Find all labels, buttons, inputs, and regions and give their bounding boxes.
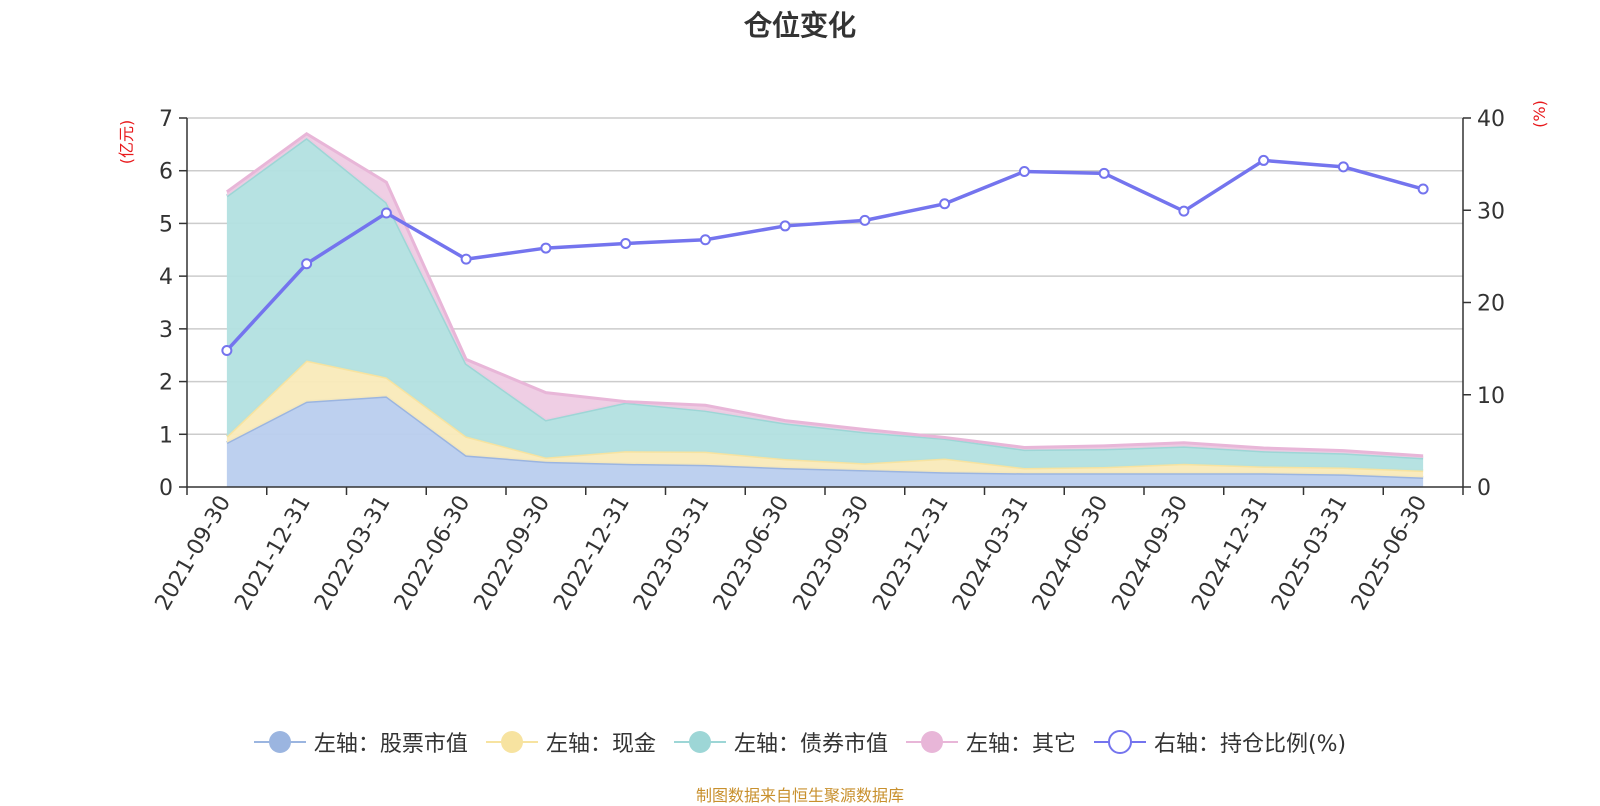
axes [179, 117, 1471, 495]
line-point [221, 344, 233, 356]
x-tick-label: 2024-09-30 [1107, 492, 1193, 615]
left-tick-label: 5 [159, 212, 173, 237]
left-tick-label: 7 [159, 107, 173, 132]
area-3 [226, 133, 1424, 459]
area-1 [226, 360, 1424, 478]
left-tick-label: 1 [159, 423, 173, 448]
line-point [380, 207, 392, 219]
line-point [540, 242, 552, 254]
legend-label: 左轴：其它 [965, 732, 1076, 757]
x-tick-label: 2024-12-31 [1187, 492, 1273, 615]
legend-ring-marker-icon [1093, 730, 1146, 754]
source-footer: 制图数据来自恒生聚源数据库 [695, 786, 904, 805]
legend-dot-marker-icon [485, 731, 538, 753]
legend-item[interactable]: 左轴：现金 [485, 726, 656, 758]
legend-label: 左轴：股票市值 [313, 732, 468, 757]
x-tick-label: 2023-03-31 [629, 492, 715, 615]
line-point [1417, 183, 1429, 195]
legend: 左轴：股票市值 左轴：现金 左轴：债券市值 左轴：其它 右轴：持仓比例(%) [0, 722, 1600, 762]
legend-item[interactable]: 左轴：其它 [905, 726, 1076, 758]
right-tick-label: 10 [1477, 384, 1505, 409]
x-tick-label: 2022-06-30 [390, 492, 476, 615]
legend-item[interactable]: 左轴：债券市值 [673, 726, 888, 758]
line-series [221, 154, 1429, 356]
area-0 [226, 396, 1424, 487]
chart: 012345670102030402021-09-302021-12-31202… [117, 100, 1549, 615]
legend-dot-marker-icon [905, 731, 958, 753]
chart-title: 仓位变化 [743, 9, 856, 42]
x-tick-label: 2025-06-30 [1347, 492, 1433, 615]
x-tick-label: 2022-03-31 [310, 492, 396, 615]
x-tick-label: 2021-12-31 [230, 492, 316, 615]
right-axis-unit: (%) [1530, 100, 1549, 128]
line-point [1178, 205, 1190, 217]
left-tick-label: 4 [159, 265, 173, 290]
line-series-path [225, 158, 1424, 352]
x-tick-label: 2024-03-31 [948, 492, 1034, 615]
line-point [699, 234, 711, 246]
left-tick-label: 2 [159, 371, 173, 396]
line-point [460, 253, 472, 265]
line-point [1258, 154, 1270, 166]
right-tick-label: 20 [1477, 292, 1505, 317]
line-point [859, 214, 871, 226]
right-tick-label: 30 [1477, 199, 1505, 224]
left-tick-label: 6 [159, 160, 173, 185]
x-tick-label: 2025-03-31 [1267, 492, 1353, 615]
legend-item[interactable]: 右轴：持仓比例(%) [1093, 726, 1347, 758]
line-point [1098, 167, 1110, 179]
legend-item[interactable]: 左轴：股票市值 [253, 726, 468, 758]
x-tick-label: 2022-09-30 [469, 492, 555, 615]
legend-label: 左轴：现金 [545, 732, 656, 757]
line-point [301, 258, 313, 270]
right-tick-label: 0 [1477, 476, 1491, 501]
x-tick-label: 2023-12-31 [868, 492, 954, 615]
right-tick-label: 40 [1477, 107, 1505, 132]
legend-dot-marker-icon [673, 731, 726, 753]
area-series [225, 132, 1424, 487]
x-tick-label: 2023-06-30 [709, 492, 795, 615]
x-tick-label: 2023-09-30 [788, 492, 874, 615]
area-edge-3 [225, 132, 1424, 458]
line-point [1337, 161, 1349, 173]
x-tick-label: 2022-12-31 [549, 492, 635, 615]
line-point [620, 237, 632, 249]
legend-label: 左轴：债券市值 [733, 732, 888, 757]
x-tick-label: 2021-09-30 [150, 492, 236, 615]
left-axis-unit: (亿元) [117, 120, 136, 165]
line-point [779, 220, 791, 232]
line-point [939, 198, 951, 210]
x-tick-label: 2024-06-30 [1028, 492, 1114, 615]
legend-dot-marker-icon [253, 731, 306, 753]
left-tick-label: 0 [159, 476, 173, 501]
left-tick-label: 3 [159, 318, 173, 343]
legend-label: 右轴：持仓比例(%) [1153, 732, 1347, 757]
line-point [1018, 166, 1030, 178]
